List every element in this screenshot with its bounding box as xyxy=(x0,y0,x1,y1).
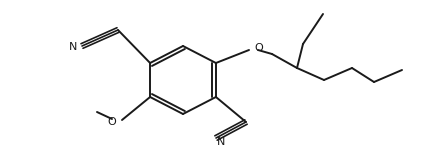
Text: O: O xyxy=(254,43,263,53)
Text: O: O xyxy=(107,117,116,127)
Text: N: N xyxy=(69,42,77,52)
Text: N: N xyxy=(217,137,225,147)
